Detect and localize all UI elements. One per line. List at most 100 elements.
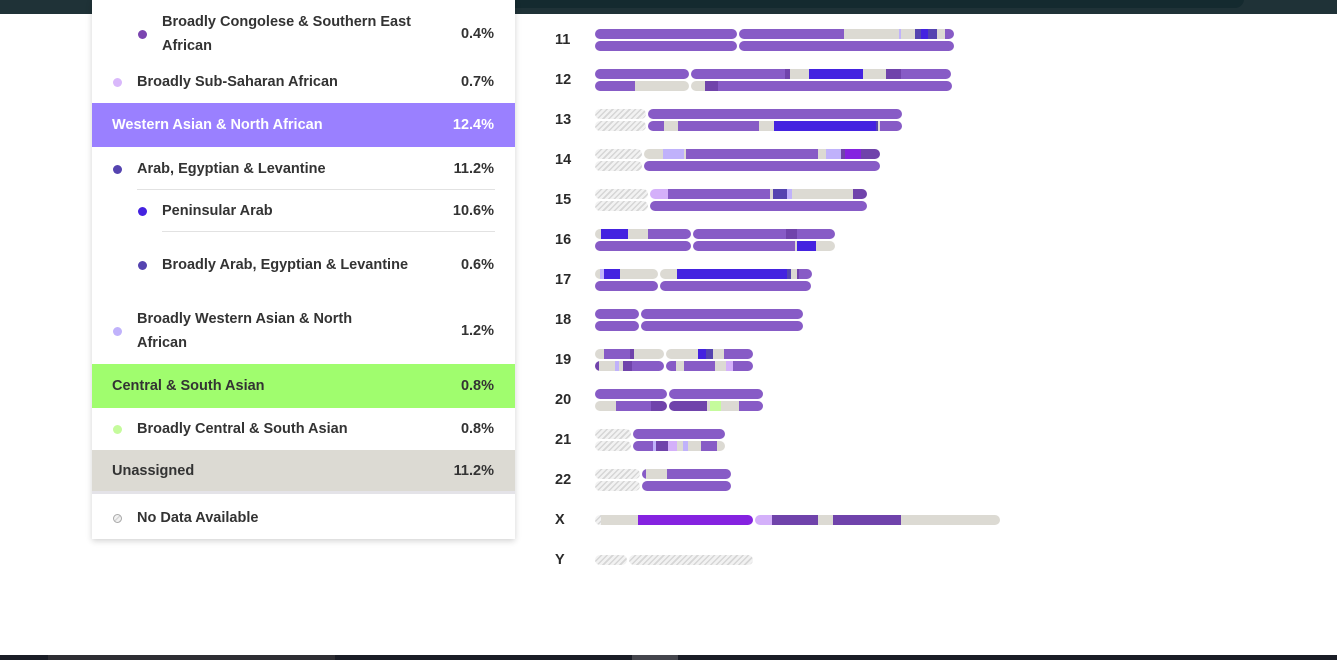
ancestry-segment[interactable]	[648, 121, 664, 131]
ancestry-segment[interactable]	[595, 81, 635, 91]
ancestry-segment[interactable]	[648, 229, 691, 239]
ancestry-segment[interactable]	[790, 69, 809, 79]
ancestry-segment[interactable]	[688, 441, 701, 451]
ancestry-segment[interactable]	[660, 281, 811, 291]
ancestry-segment[interactable]	[669, 401, 707, 411]
ancestry-segment[interactable]	[595, 189, 648, 199]
ancestry-segment[interactable]	[651, 401, 667, 411]
ancestry-segment[interactable]	[684, 149, 686, 159]
ancestry-segment[interactable]	[710, 401, 721, 411]
ancestry-segment[interactable]	[739, 401, 763, 411]
ancestry-segment[interactable]	[684, 361, 715, 371]
ancestry-segment[interactable]	[628, 229, 648, 239]
ancestry-segment[interactable]	[937, 29, 945, 39]
ancestry-segment[interactable]	[899, 29, 901, 39]
ancestry-segment[interactable]	[595, 361, 599, 371]
ancestry-segment[interactable]	[706, 349, 713, 359]
ancestry-segment[interactable]	[724, 349, 753, 359]
ancestry-segment[interactable]	[604, 269, 620, 279]
ancestry-segment[interactable]	[773, 189, 787, 199]
ancestry-segment[interactable]	[797, 269, 799, 279]
ancestry-segment[interactable]	[816, 241, 835, 251]
ancestry-segment[interactable]	[853, 189, 867, 199]
ancestry-segment[interactable]	[595, 29, 737, 39]
ancestry-segment[interactable]	[595, 389, 667, 399]
ancestry-segment[interactable]	[595, 109, 646, 119]
ancestry-segment[interactable]	[595, 41, 737, 51]
ancestry-segment[interactable]	[669, 389, 763, 399]
ancestry-segment[interactable]	[629, 555, 753, 565]
ancestry-segment[interactable]	[797, 241, 816, 251]
ancestry-segment[interactable]	[595, 241, 691, 251]
ancestry-segment[interactable]	[668, 441, 677, 451]
ancestry-segment[interactable]	[691, 81, 705, 91]
ancestry-segment[interactable]	[641, 321, 803, 331]
ancestry-segment[interactable]	[595, 321, 639, 331]
chromosome-19[interactable]: 19	[545, 348, 1025, 372]
ancestry-segment[interactable]	[787, 189, 792, 199]
ancestry-segment[interactable]	[633, 429, 725, 439]
ancestry-segment[interactable]	[620, 269, 658, 279]
ancestry-segment[interactable]	[921, 29, 928, 39]
ancestry-segment[interactable]	[595, 149, 642, 159]
ancestry-segment[interactable]	[759, 121, 774, 131]
chromosome-20[interactable]: 20	[545, 388, 1025, 412]
ancestry-segment[interactable]	[601, 229, 628, 239]
ancestry-segment[interactable]	[721, 401, 739, 411]
taskbar-item[interactable]	[632, 655, 678, 660]
ancestry-segment[interactable]	[797, 229, 835, 239]
ancestry-segment[interactable]	[683, 441, 688, 451]
ancestry-segment[interactable]	[841, 149, 845, 159]
ancestry-segment[interactable]	[878, 121, 880, 131]
ancestry-segment[interactable]	[595, 229, 601, 239]
ancestry-segment[interactable]	[666, 361, 676, 371]
ancestry-segment[interactable]	[616, 401, 651, 411]
ancestry-segment[interactable]	[600, 269, 604, 279]
ancestry-segment[interactable]	[667, 469, 731, 479]
legend-row[interactable]: Broadly Congolese & Southern East Africa…	[92, 8, 515, 60]
ancestry-segment[interactable]	[707, 401, 710, 411]
ancestry-segment[interactable]	[691, 69, 785, 79]
ancestry-segment[interactable]	[646, 469, 667, 479]
ancestry-segment[interactable]	[861, 149, 880, 159]
ancestry-segment[interactable]	[632, 361, 664, 371]
ancestry-segment[interactable]	[595, 469, 640, 479]
chromosome-18[interactable]: 18	[545, 308, 1025, 332]
ancestry-segment[interactable]	[718, 81, 952, 91]
ancestry-segment[interactable]	[799, 269, 812, 279]
chromosome-16[interactable]: 16	[545, 228, 1025, 252]
legend-row[interactable]: Broadly Western Asian & North African 1.2…	[92, 298, 515, 364]
legend-row[interactable]: Broadly Central & South Asian 0.8%	[92, 408, 515, 450]
ancestry-segment[interactable]	[595, 269, 600, 279]
ancestry-segment[interactable]	[656, 441, 668, 451]
chromosome-15[interactable]: 15	[545, 188, 1025, 212]
ancestry-segment[interactable]	[644, 161, 880, 171]
ancestry-segment[interactable]	[650, 201, 867, 211]
ancestry-segment[interactable]	[791, 269, 797, 279]
ancestry-segment[interactable]	[786, 229, 797, 239]
ancestry-segment[interactable]	[945, 29, 954, 39]
ancestry-segment[interactable]	[595, 161, 642, 171]
ancestry-segment[interactable]	[901, 515, 1000, 525]
ancestry-segment[interactable]	[595, 481, 640, 491]
legend-row[interactable]: No Data Available	[92, 497, 515, 539]
ancestry-segment[interactable]	[844, 29, 899, 39]
ancestry-segment[interactable]	[653, 441, 656, 451]
ancestry-segment[interactable]	[678, 121, 759, 131]
ancestry-segment[interactable]	[604, 349, 630, 359]
chromosome-12[interactable]: 12	[545, 68, 1025, 92]
ancestry-segment[interactable]	[642, 481, 731, 491]
ancestry-segment[interactable]	[770, 189, 773, 199]
legend-row[interactable]: Broadly Sub-Saharan African 0.7%	[92, 60, 515, 103]
ancestry-segment[interactable]	[595, 515, 601, 525]
ancestry-segment[interactable]	[648, 109, 902, 119]
ancestry-segment[interactable]	[623, 361, 632, 371]
ancestry-segment[interactable]	[630, 349, 634, 359]
ancestry-segment[interactable]	[886, 69, 901, 79]
ancestry-segment[interactable]	[595, 555, 627, 565]
ancestry-segment[interactable]	[668, 189, 770, 199]
ancestry-segment[interactable]	[650, 189, 668, 199]
ancestry-segment[interactable]	[901, 69, 951, 79]
ancestry-segment[interactable]	[595, 349, 604, 359]
ancestry-segment[interactable]	[880, 121, 902, 131]
